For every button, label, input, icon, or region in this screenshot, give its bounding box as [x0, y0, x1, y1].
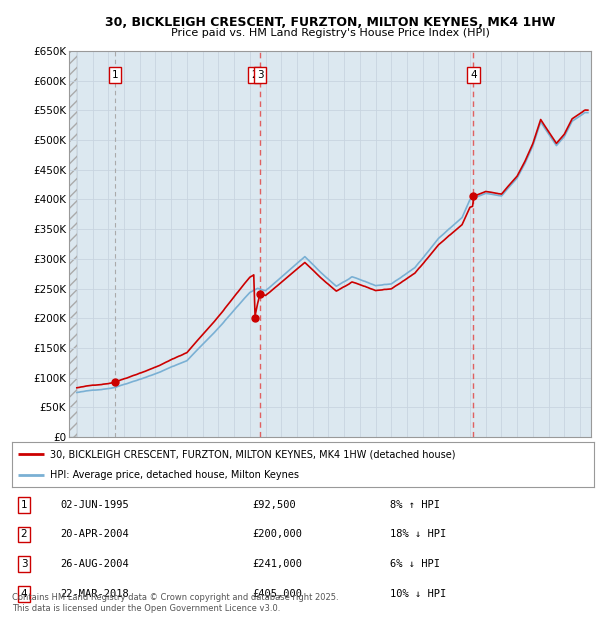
Text: £405,000: £405,000: [252, 589, 302, 599]
Text: 20-APR-2004: 20-APR-2004: [60, 529, 129, 539]
Text: 8% ↑ HPI: 8% ↑ HPI: [390, 500, 440, 510]
Text: 2: 2: [20, 529, 28, 539]
Bar: [69, 51, 77, 437]
Text: 1: 1: [20, 500, 28, 510]
Text: 2: 2: [251, 69, 258, 79]
Text: 10% ↓ HPI: 10% ↓ HPI: [390, 589, 446, 599]
Text: 1: 1: [112, 69, 118, 79]
Text: 3: 3: [20, 559, 28, 569]
Text: 26-AUG-2004: 26-AUG-2004: [60, 559, 129, 569]
Text: £200,000: £200,000: [252, 529, 302, 539]
Text: 4: 4: [20, 589, 28, 599]
Text: 02-JUN-1995: 02-JUN-1995: [60, 500, 129, 510]
Text: 3: 3: [257, 69, 263, 79]
Text: 4: 4: [470, 69, 477, 79]
Text: Contains HM Land Registry data © Crown copyright and database right 2025.
This d: Contains HM Land Registry data © Crown c…: [12, 593, 338, 613]
Text: £241,000: £241,000: [252, 559, 302, 569]
Text: 22-MAR-2018: 22-MAR-2018: [60, 589, 129, 599]
Text: HPI: Average price, detached house, Milton Keynes: HPI: Average price, detached house, Milt…: [50, 469, 299, 480]
Text: 6% ↓ HPI: 6% ↓ HPI: [390, 559, 440, 569]
Text: 18% ↓ HPI: 18% ↓ HPI: [390, 529, 446, 539]
Text: 30, BICKLEIGH CRESCENT, FURZTON, MILTON KEYNES, MK4 1HW: 30, BICKLEIGH CRESCENT, FURZTON, MILTON …: [105, 16, 555, 29]
Text: Price paid vs. HM Land Registry's House Price Index (HPI): Price paid vs. HM Land Registry's House …: [170, 28, 490, 38]
Text: £92,500: £92,500: [252, 500, 296, 510]
Text: 30, BICKLEIGH CRESCENT, FURZTON, MILTON KEYNES, MK4 1HW (detached house): 30, BICKLEIGH CRESCENT, FURZTON, MILTON …: [50, 449, 455, 459]
